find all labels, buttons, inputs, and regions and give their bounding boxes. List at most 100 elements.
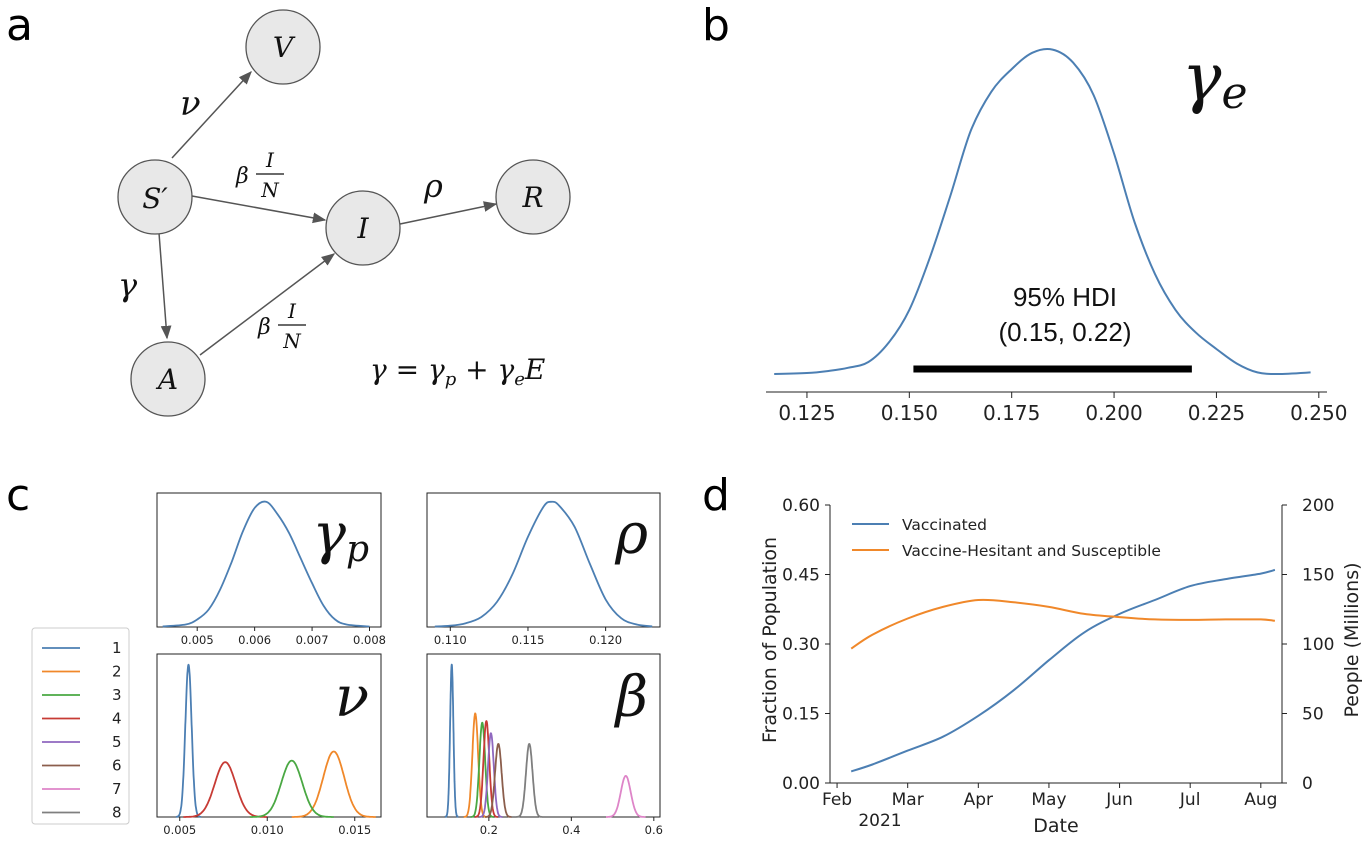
chart-d-ylabel: Fraction of Population	[759, 537, 781, 743]
chart-d-y-right-tick-label: 150	[1302, 566, 1334, 586]
chart-c-series-5-beta	[479, 732, 503, 818]
chart-d-y-right-tick-label: 0	[1302, 774, 1313, 794]
node-r: R	[495, 159, 571, 235]
edge-label-beta: β	[257, 315, 271, 340]
chart-c-series-1-beta	[444, 663, 459, 818]
chart-c-x-tick-label: 0.008	[353, 633, 386, 647]
edge-s-to-a	[158, 232, 172, 340]
node-a-label: A	[155, 363, 178, 396]
chart-d-legend-label-orange: Vaccine-Hesitant and Susceptible	[902, 542, 1161, 560]
node-s-label: S′	[142, 182, 168, 215]
chart-b-x-tick-label: 0.250	[1290, 401, 1347, 425]
node-i: I	[325, 190, 401, 266]
chart-c-x-tick-label: 0.4	[562, 823, 580, 837]
chart-d-y-tick-label: 0.30	[782, 635, 820, 655]
panel-label-a: a	[6, 0, 33, 51]
chart-b-x-tick-label: 0.125	[778, 401, 835, 425]
edge-label-nu: ν	[180, 84, 201, 124]
chart-c-legend-box	[31, 627, 130, 825]
chart-d-y-tick-label: 0.60	[782, 496, 820, 516]
chart-c-series-1-rho	[434, 500, 653, 628]
chart-c-subplot-frame	[156, 653, 382, 818]
edge-i-to-r	[399, 201, 498, 225]
chart-c-subplot-beta: 0.2 0.4 0.6 β	[426, 653, 663, 837]
chart-c-x-tick-label: 0.115	[511, 633, 544, 647]
chart-d-x-tick-label: Feb	[822, 790, 852, 810]
chart-b-density-curve	[774, 47, 1311, 376]
chart-d-x-tick-label: May	[1031, 790, 1066, 810]
chart-d-y-right-tick-label: 50	[1302, 705, 1324, 725]
panel-b: b γe 0.125 0.150 0.175 0.200 0.225 0.250 95% …	[702, 0, 1347, 425]
node-i-label: I	[356, 212, 369, 245]
chart-c-legend-label-2: 2	[112, 663, 122, 681]
chart-c-legend-label-3: 3	[112, 686, 122, 704]
chart-c-x-tick-label: 0.005	[181, 633, 214, 647]
chart-d-x-tick-label: Jul	[1179, 790, 1201, 810]
chart-c-series-1-nu	[175, 663, 202, 818]
chart-b-x-tick-label: 0.175	[983, 401, 1040, 425]
panel-label-b: b	[702, 0, 730, 51]
chart-c-x-tick-label: 0.120	[589, 633, 622, 647]
chart-b-x-ticks: 0.125 0.150 0.175 0.200 0.225 0.250	[778, 392, 1347, 425]
chart-b-x-tick-label: 0.200	[1085, 401, 1142, 425]
chart-d-y-tick-label: 0.15	[782, 705, 820, 725]
panel-label-d: d	[702, 470, 730, 521]
chart-d-x-tick-label: Aug	[1244, 790, 1277, 810]
chart-c-subplot-symbol: ρ	[614, 502, 648, 567]
chart-c-legend-label-6: 6	[112, 757, 122, 775]
chart-b-x-tick-label: 0.225	[1188, 401, 1245, 425]
chart-c-x-tick-label: 0.005	[163, 823, 196, 837]
chart-d-x-tick-label: Jun	[1105, 790, 1133, 810]
chart-c-subplot-symbol: ν	[335, 665, 369, 730]
chart-d-legend-label-blue: Vaccinated	[902, 516, 987, 534]
chart-c-x-tick-label: 0.010	[251, 823, 284, 837]
fraction-denominator: N	[260, 178, 280, 202]
chart-c-x-tick-label: 0.2	[480, 823, 498, 837]
chart-c-series-6-beta	[485, 742, 512, 818]
chart-c-series-3-nu	[249, 759, 334, 818]
chart-d-axes: 0.00 0.15 0.30 0.45 0.60 0 50 100 150 200 Feb Mar Ap…	[782, 496, 1334, 810]
chart-d-series-orange	[850, 598, 1276, 650]
chart-c-x-tick-label: 0.015	[338, 823, 371, 837]
edge-s-to-v	[171, 71, 252, 159]
chart-d-x-tick-label: Apr	[964, 790, 993, 810]
chart-c-subplot-frame	[426, 492, 661, 628]
chart-c-x-tick-label: 0.6	[645, 823, 663, 837]
chart-c-x-tick-label: 0.007	[296, 633, 329, 647]
chart-b-x-tick-label: 0.150	[881, 401, 938, 425]
equation-gamma: γ = γp + γeE	[370, 353, 545, 390]
chart-c-series-1-gamma_p	[162, 500, 370, 628]
node-r-label: R	[521, 181, 543, 214]
chart-c-legend-label-1: 1	[112, 639, 122, 657]
fraction-numerator: I	[265, 148, 275, 172]
chart-c-subplot-rho: 0.110 0.115 0.120 ρ	[426, 492, 661, 647]
fraction-denominator: N	[282, 329, 302, 353]
panel-d: d 0.00 0.15 0.30 0.45 0.60 0 50 100 150 200 Feb Mar…	[702, 470, 1363, 837]
panel-label-c: c	[6, 470, 30, 521]
chart-c-subplot-gamma-p: 0.005 0.006 0.007 0.008 γp	[156, 492, 386, 647]
edge-label-rho: ρ	[423, 167, 443, 205]
chart-d-y-tick-label: 0.00	[782, 774, 820, 794]
chart-c-x-tick-label: 0.006	[238, 633, 271, 647]
chart-d-x-tick-label: Mar	[892, 790, 924, 810]
chart-b-hdi-interval: (0.15, 0.22)	[999, 317, 1132, 347]
chart-b-title: γe	[1182, 39, 1248, 119]
chart-d-ylabel-right: People (Millions)	[1341, 562, 1363, 717]
chart-d-year-label: 2021	[858, 811, 901, 831]
chart-c-series-4-nu	[183, 761, 268, 818]
chart-c-series-4-beta	[474, 720, 499, 818]
edge-label-gamma: γ	[118, 266, 138, 304]
chart-c-subplot-frame	[426, 653, 661, 818]
edge-label-beta: β	[235, 164, 249, 189]
chart-c-legend-label-8: 8	[112, 804, 122, 822]
edge-label-beta-top: β I N	[235, 148, 284, 202]
chart-c-x-tick-label: 0.110	[434, 633, 467, 647]
node-s: S′	[117, 159, 193, 235]
node-a: A	[130, 341, 206, 417]
chart-d-xlabel: Date	[1033, 815, 1078, 837]
chart-c-series-7-beta	[606, 774, 646, 818]
chart-c-legend-label-7: 7	[112, 780, 122, 798]
chart-c-subplot-nu: 0.005 0.010 0.015 ν	[156, 653, 382, 837]
